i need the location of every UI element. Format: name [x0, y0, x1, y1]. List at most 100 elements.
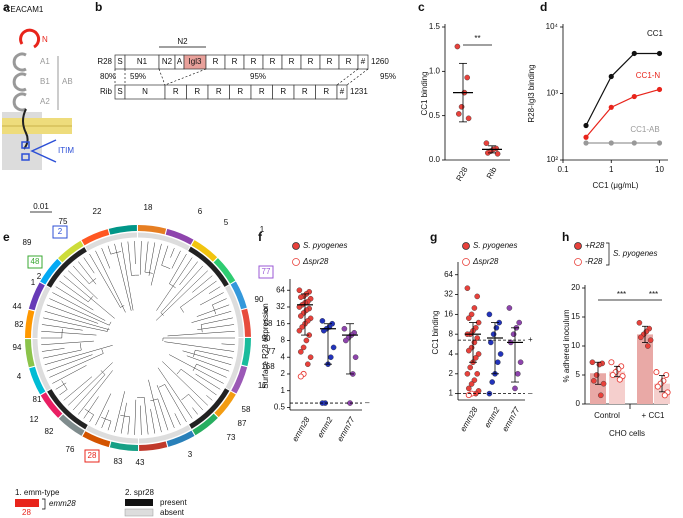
tree-branch	[186, 355, 230, 372]
tree-arc	[101, 349, 104, 354]
tree-arc	[161, 265, 171, 269]
domain-label: R	[308, 57, 314, 66]
data-point	[303, 337, 310, 344]
y-axis-label: % adhered inoculum	[562, 309, 571, 382]
data-point	[490, 331, 497, 337]
tree-branch	[44, 311, 110, 331]
tree-branch	[68, 270, 98, 300]
tree-branch	[49, 298, 110, 326]
data-point	[656, 140, 663, 146]
tree-branch	[59, 280, 89, 303]
tree-branch	[41, 340, 94, 346]
data-point	[583, 140, 589, 146]
tree-branch	[182, 350, 232, 365]
type-label: 82	[15, 320, 24, 329]
tree-branch	[134, 399, 137, 435]
tree-branch	[107, 245, 112, 255]
spr28-ring	[85, 232, 138, 251]
tree-branch	[140, 405, 142, 435]
data-point	[297, 313, 304, 319]
spr28-ring	[46, 247, 87, 288]
y-tick-label: 1.5	[429, 22, 441, 31]
tree-branch	[161, 245, 169, 266]
domain-label: B1	[40, 77, 50, 86]
panel-label: h	[562, 230, 569, 244]
tree-branch	[201, 317, 233, 325]
y-tick-label: 1	[449, 389, 454, 398]
tree-branch	[156, 385, 175, 429]
data-point	[297, 373, 304, 380]
y-tick-label: 0.5	[429, 111, 441, 120]
tree-branch	[167, 330, 235, 337]
panel-label: a	[3, 0, 10, 14]
legend-label: -R28	[585, 257, 603, 266]
domain-label: R	[289, 57, 295, 66]
data-point	[330, 344, 337, 351]
type-ring	[81, 229, 110, 246]
identity-label: 80%	[100, 72, 116, 81]
tree-arc	[84, 408, 94, 415]
legend-title: 1. emm-type	[15, 488, 60, 497]
data-point	[297, 294, 304, 300]
legend-item: 28	[22, 508, 31, 517]
x-tick-label: + CC1	[642, 411, 665, 420]
data-point	[320, 327, 327, 334]
tree-branch	[101, 409, 110, 429]
data-point	[608, 104, 614, 110]
tree-branch	[72, 265, 90, 284]
y-axis-label: R28-Igl3 binding	[527, 64, 536, 122]
y-tick-label: 20	[571, 283, 580, 292]
type-ring	[166, 430, 195, 447]
type-ring	[139, 441, 168, 451]
tree-branch	[134, 241, 136, 265]
motif-label: ITIM	[58, 146, 74, 155]
type-label: 9	[264, 306, 269, 315]
tree-branch	[197, 324, 235, 330]
tree-branch	[195, 349, 233, 359]
tree-arc	[101, 416, 112, 422]
panel-label: d	[540, 0, 547, 14]
tree-arc	[144, 271, 153, 274]
data-point	[454, 43, 461, 50]
tree-arc	[120, 305, 125, 308]
tree-branch	[120, 242, 134, 311]
type-label: 81	[33, 395, 42, 404]
identity-label: 59%	[130, 72, 146, 81]
data-point	[307, 354, 314, 361]
tree-arc	[160, 312, 164, 316]
bar	[637, 334, 653, 404]
type-label: 48	[31, 257, 40, 266]
type-ring	[82, 431, 111, 448]
y-tick-label: 5	[576, 370, 581, 379]
tree-arc	[169, 283, 176, 289]
tree-branch	[155, 270, 208, 321]
type-ring	[25, 339, 35, 368]
type-ring	[231, 365, 248, 394]
type-ring	[165, 228, 194, 245]
type-label: 44	[13, 302, 22, 311]
data-point	[583, 122, 589, 129]
x-tick-label: 0.1	[557, 165, 569, 174]
data-point	[471, 339, 478, 346]
tree-branch	[162, 361, 208, 406]
tree-branch	[43, 349, 82, 359]
tree-branch	[95, 393, 112, 426]
type-ring	[28, 282, 45, 311]
tree-branch	[114, 391, 125, 433]
data-point	[663, 371, 670, 379]
x-axis-label: CHO cells	[609, 429, 645, 438]
tree-branch	[127, 416, 130, 435]
tree-branch	[101, 247, 111, 269]
data-point	[471, 377, 478, 383]
identity-link	[164, 68, 207, 86]
type-label: 12	[30, 415, 39, 424]
panel-label: e	[3, 230, 10, 244]
tree-branch	[180, 280, 217, 308]
itim-box	[21, 153, 30, 161]
y-tick-label: 10³	[546, 89, 558, 98]
label-box	[27, 255, 43, 269]
domain-n	[19, 28, 41, 49]
domain-label: R	[280, 87, 286, 96]
tree-branch	[169, 253, 187, 284]
